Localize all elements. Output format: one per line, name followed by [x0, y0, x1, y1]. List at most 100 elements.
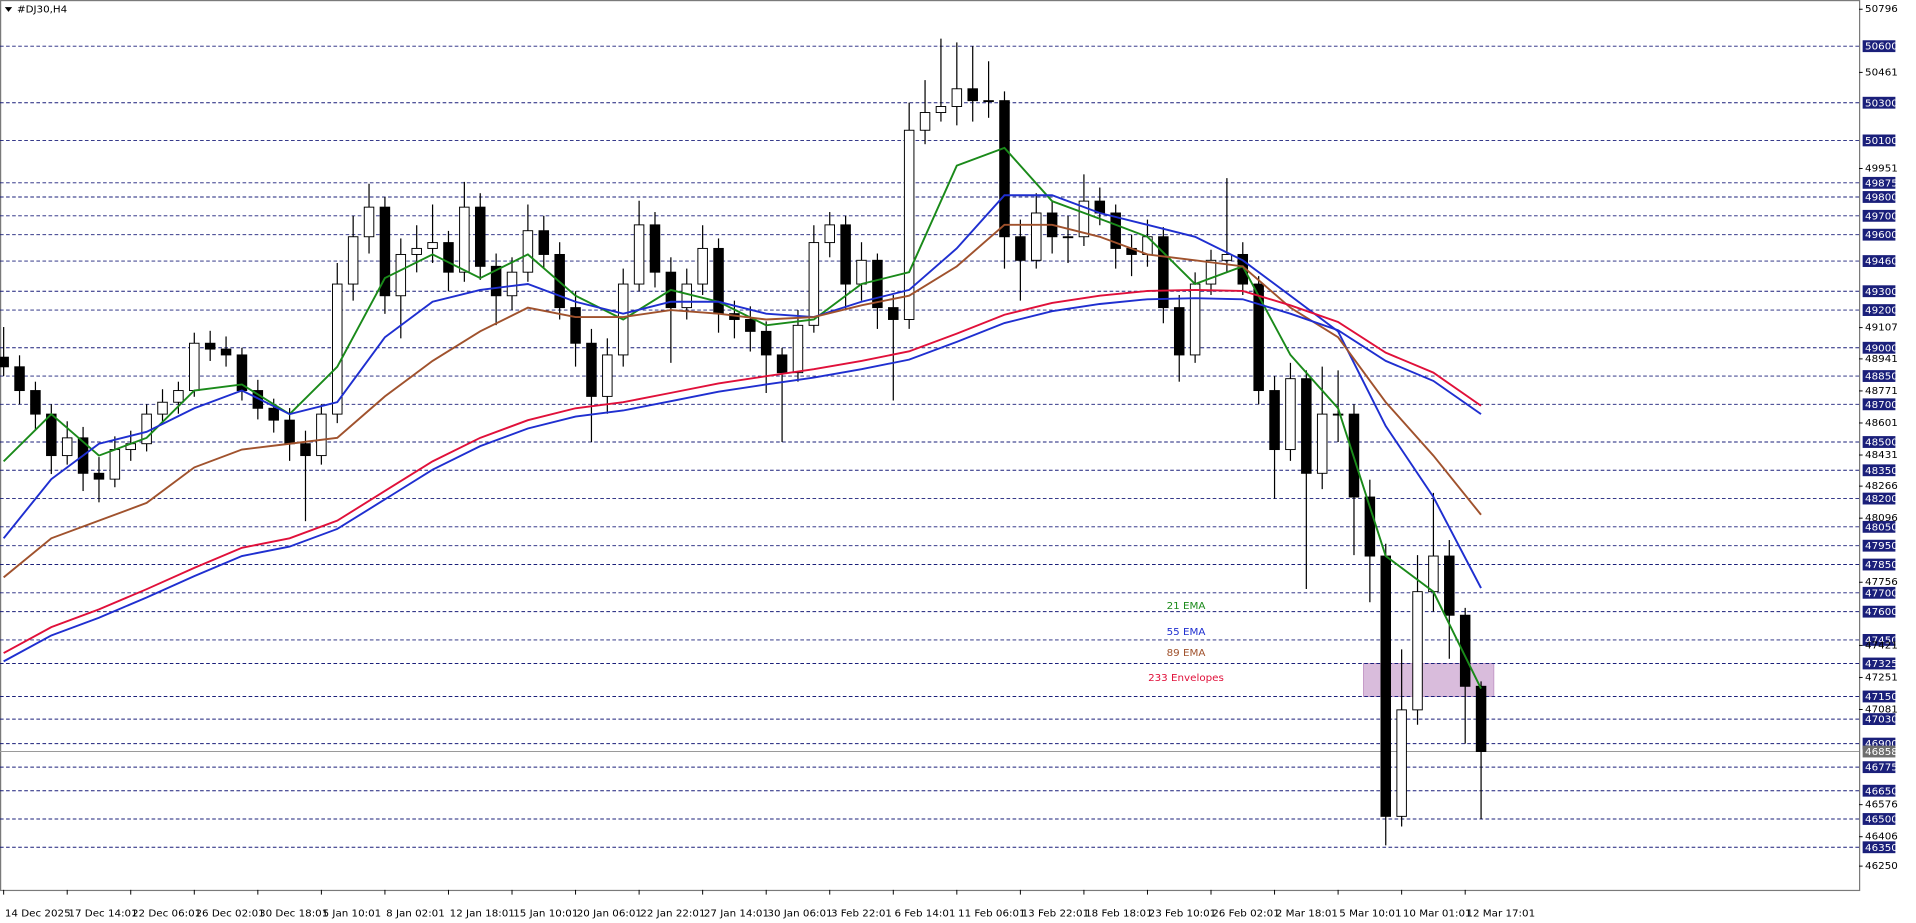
x-tick-label: 23 Feb 10:01 [1149, 909, 1217, 920]
level-label-bg [1862, 605, 1896, 618]
level-label-bg [1862, 634, 1896, 646]
y-tick-label: 49107 [1865, 323, 1898, 334]
level-label-bg [1862, 228, 1896, 241]
level-label: 50300 [1865, 98, 1898, 109]
y-tick-label: 48771 [1865, 386, 1898, 397]
x-tick-label: 2 Mar 18:01 [1276, 909, 1338, 920]
indicator-line [3, 223, 1482, 579]
level-label: 49800 [1865, 193, 1898, 204]
y-tick-label: 46576 [1865, 800, 1898, 811]
level-label-bg [1862, 586, 1896, 599]
candle-body [872, 259, 883, 309]
x-tick-label: 3 Feb 22:01 [831, 909, 892, 920]
candle-body [332, 283, 343, 415]
level-label-bg [1862, 492, 1896, 505]
y-tick-label: 47251 [1865, 672, 1898, 683]
level-label-bg [1862, 209, 1896, 222]
menu-triangle[interactable] [4, 7, 13, 12]
x-tick-label: 15 Jan 10:01 [513, 909, 578, 920]
candle-body [1301, 378, 1312, 474]
candle-body [0, 356, 9, 368]
candle-body [30, 390, 41, 415]
level-label: 46650 [1865, 786, 1898, 797]
candle-body [1380, 555, 1392, 817]
y-tick-label: 47081 [1865, 705, 1898, 716]
x-tick-label: 12 Mar 17:01 [1466, 909, 1535, 920]
indicator-label: 55 EMA [1167, 627, 1206, 638]
y-tick-label: 48096 [1865, 513, 1898, 524]
candle-body [776, 354, 788, 374]
candle-body [951, 88, 963, 107]
candle-body [808, 242, 820, 326]
candle-body [316, 413, 327, 457]
candle-body [379, 206, 391, 297]
level-label-bg [1862, 398, 1896, 411]
level-label-bg [1862, 341, 1896, 354]
level-label: 48200 [1865, 494, 1898, 505]
candle-body [840, 224, 851, 285]
y-tick-label: 50796 [1865, 4, 1898, 15]
candle-body [1189, 283, 1201, 356]
level-label: 49300 [1865, 287, 1898, 298]
candle-body [681, 283, 693, 309]
candle-body [760, 330, 772, 356]
x-tick-label: 22 Jan 22:01 [640, 909, 705, 920]
candle-body [395, 253, 407, 297]
indicator-line [2, 194, 1482, 589]
candle-body [919, 112, 931, 131]
candle-body [1031, 212, 1042, 261]
chart-title: #DJ30,H4 [17, 5, 67, 16]
candle-body [1173, 307, 1185, 356]
level-label-bg [1862, 841, 1896, 854]
candle-body [1412, 591, 1423, 711]
level-label-bg [1862, 191, 1896, 203]
y-tick-label: 48266 [1865, 481, 1898, 492]
candle-body [14, 366, 25, 392]
candle-body [935, 106, 947, 114]
candle-body [300, 443, 311, 457]
candle-body [506, 271, 518, 297]
candle-body [697, 247, 708, 285]
level-label: 46500 [1865, 815, 1898, 826]
level-label-bg [1862, 813, 1896, 825]
candle-body [347, 236, 359, 285]
candle-body [649, 224, 661, 273]
level-label: 47950 [1865, 541, 1898, 552]
level-label-bg [1862, 134, 1896, 147]
candle-body [284, 419, 295, 445]
candle-body [1110, 212, 1121, 249]
level-label-bg [1862, 370, 1896, 382]
candle-body [522, 230, 534, 273]
x-tick-label: 8 Jan 02:01 [386, 909, 445, 920]
candle-body [459, 206, 470, 273]
candle-body [1205, 259, 1217, 285]
level-label: 49000 [1865, 343, 1898, 354]
indicator-label: 233 Envelopes [1148, 673, 1224, 684]
candle-body [1316, 413, 1328, 474]
candle-body [363, 206, 375, 238]
y-tick-label: 48941 [1865, 354, 1898, 365]
level-label-bg [1862, 558, 1896, 571]
x-tick-label: 26 Dec 02:01 [196, 909, 265, 920]
candle-body [1364, 496, 1376, 557]
x-tick-label: 12 Jan 18:01 [450, 909, 515, 920]
level-label-bg [1862, 713, 1896, 726]
level-label-bg [1862, 761, 1896, 774]
level-label: 48700 [1865, 400, 1898, 411]
level-label: 49875 [1865, 178, 1898, 189]
candle-body [1015, 236, 1026, 261]
candle-body [745, 319, 756, 332]
indicator-line [2, 146, 1482, 689]
candle-body [1078, 200, 1090, 238]
candle-body [1269, 390, 1280, 451]
level-label-bg [1862, 690, 1896, 703]
candle-body [1237, 253, 1249, 285]
x-tick-label: 30 Dec 18:01 [259, 909, 328, 920]
y-tick-label: 46406 [1865, 832, 1898, 843]
level-label-bg [1862, 784, 1896, 797]
candle-body [427, 242, 438, 249]
price-label-bg [1862, 745, 1896, 758]
x-tick-label: 5 Jan 10:01 [323, 909, 382, 920]
candle-body [792, 324, 804, 374]
candle-body [1475, 685, 1487, 752]
